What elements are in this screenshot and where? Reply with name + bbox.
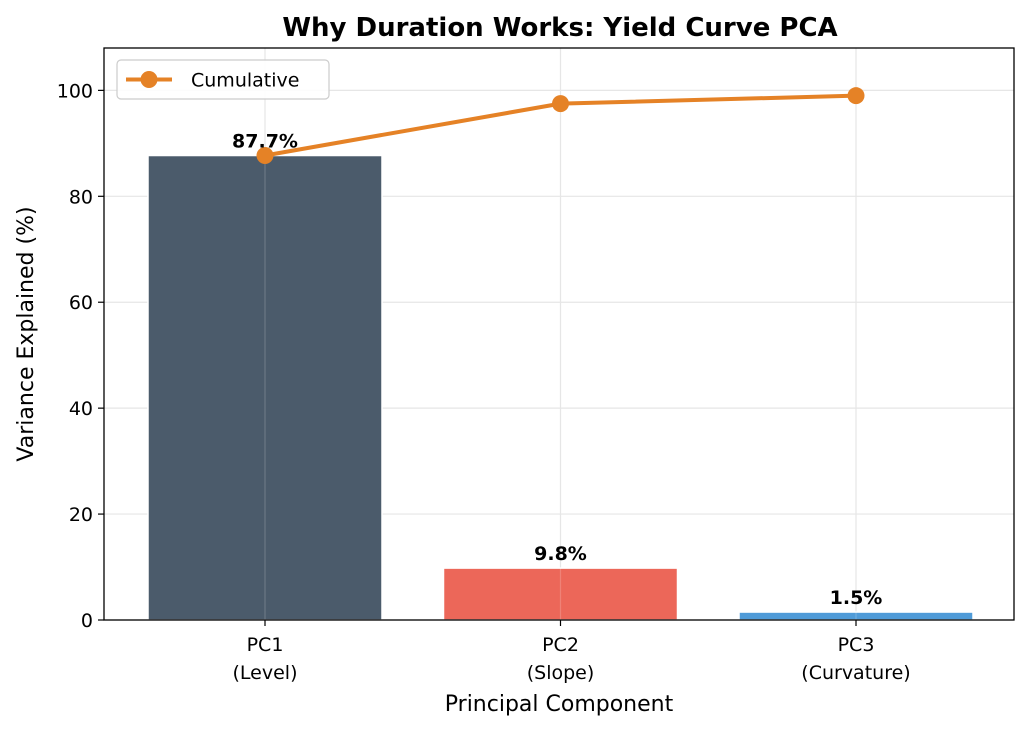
y-tick-label: 100 (57, 80, 93, 102)
bar-1 (147, 154, 383, 621)
y-axis-ticks: 0 20 40 60 80 100 (57, 80, 104, 632)
bar-value-label: 1.5% (830, 587, 883, 609)
x-tick-sublabel: (Level) (233, 662, 298, 684)
y-axis-label: Variance Explained (%) (14, 206, 39, 461)
bar-value-label: 9.8% (534, 543, 587, 565)
y-tick-label: 0 (81, 610, 93, 632)
x-tick-sublabel: (Curvature) (801, 662, 910, 684)
chart-title: Why Duration Works: Yield Curve PCA (282, 13, 837, 43)
y-tick-label: 60 (69, 292, 93, 314)
y-tick-label: 40 (69, 398, 93, 420)
bars (147, 154, 974, 621)
x-tick-sublabel: (Slope) (527, 662, 595, 684)
x-tick-label: PC1 (247, 634, 284, 656)
cumulative-point (256, 147, 274, 165)
legend: Cumulative (116, 59, 330, 100)
y-tick-label: 20 (69, 504, 93, 526)
y-tick-label: 80 (69, 186, 93, 208)
x-tick-label: PC3 (838, 634, 875, 656)
x-axis-label: Principal Component (445, 692, 674, 717)
plot-frame (103, 47, 1015, 621)
cumulative-line (256, 87, 865, 165)
x-axis-ticks: PC1 (Level) PC2 (Slope) PC3 (Curvature) (233, 620, 911, 684)
cumulative-point (552, 95, 569, 113)
legend-label: Cumulative (191, 70, 299, 92)
bar-2 (442, 567, 679, 621)
bar-value-label: 87.7% (232, 131, 298, 153)
cumulative-point (847, 87, 865, 105)
legend-marker-swatch (140, 71, 158, 88)
legend-box (116, 59, 330, 100)
data-labels: 87.7% 9.8% 1.5% (232, 131, 882, 610)
x-tick-label: PC2 (542, 634, 579, 656)
